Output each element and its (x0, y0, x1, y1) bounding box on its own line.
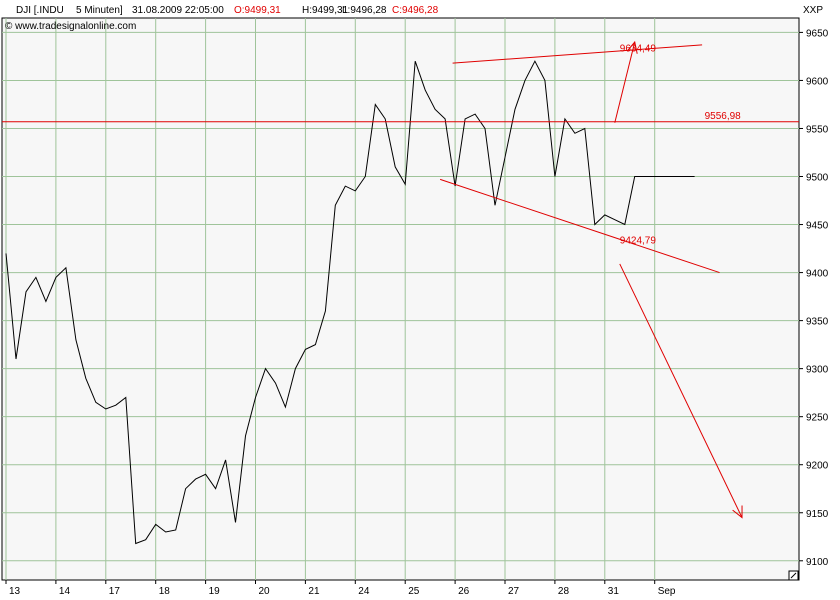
arrow-head-icon (732, 505, 743, 519)
x-tick-label: 26 (458, 586, 470, 597)
x-tick-label: 14 (59, 586, 71, 597)
y-tick-label: 9500 (806, 173, 829, 184)
y-tick-label: 9400 (806, 269, 829, 280)
price-line (5, 60, 695, 545)
y-tick-label: 9350 (806, 317, 829, 328)
x-tick-label: 19 (209, 586, 221, 597)
y-tick-label: 9550 (806, 124, 829, 135)
grid (2, 18, 799, 580)
header-low: L:9496,28 (342, 5, 387, 16)
x-tick-label: 31 (608, 586, 620, 597)
resize-handle-icon[interactable] (788, 570, 799, 581)
trend-line (439, 178, 720, 274)
y-tick-label: 9250 (806, 413, 829, 424)
copyright-text: © www.tradesignalonline.com (5, 21, 136, 32)
axes: 9100 9150 9200 9250 9300 9350 9400 9450 9500 9550… (5, 28, 829, 597)
x-tick-label: 18 (159, 586, 171, 597)
y-tick-label: 9650 (806, 28, 829, 39)
y-tick-label: 9300 (806, 365, 829, 376)
y-tick-label: 9600 (806, 76, 829, 87)
annotation-label: 9634,49 (620, 44, 657, 55)
x-tick-label: 28 (558, 586, 570, 597)
plot-area (1, 17, 800, 581)
y-tick-label: 9450 (806, 221, 829, 232)
x-tick-label: 17 (109, 586, 121, 597)
x-tick-label: 20 (259, 586, 271, 597)
projection-arrow (614, 41, 636, 123)
price-series (5, 60, 695, 545)
x-tick-label: 25 (408, 586, 420, 597)
header-close: C:9496,28 (392, 5, 439, 16)
corner-label: XXP (803, 5, 823, 16)
trend-line (452, 44, 703, 64)
header-open: O:9499,31 (234, 5, 281, 16)
annotation-label: 9556,98 (705, 111, 742, 122)
annotation-label: 9424,79 (620, 236, 657, 247)
projection-arrow (619, 263, 743, 518)
x-tick-label: 21 (308, 586, 320, 597)
x-tick-label: 24 (358, 586, 370, 597)
annotations: 9556,98 9634,49 9424,79 (2, 40, 799, 519)
header-interval: 5 Minuten] (76, 5, 123, 16)
y-tick-label: 9100 (806, 557, 829, 568)
header-datetime: 31.08.2009 22:05:00 (132, 5, 224, 16)
x-tick-label: Sep (658, 586, 676, 597)
x-tick-label: 13 (9, 586, 21, 597)
y-tick-label: 9150 (806, 509, 829, 520)
arrow-head-icon (626, 40, 638, 54)
y-tick-label: 9200 (806, 461, 829, 472)
x-tick-label: 27 (508, 586, 520, 597)
header-symbol: DJI [.INDU (16, 5, 64, 16)
header-high: H:9499,31 (302, 5, 349, 16)
